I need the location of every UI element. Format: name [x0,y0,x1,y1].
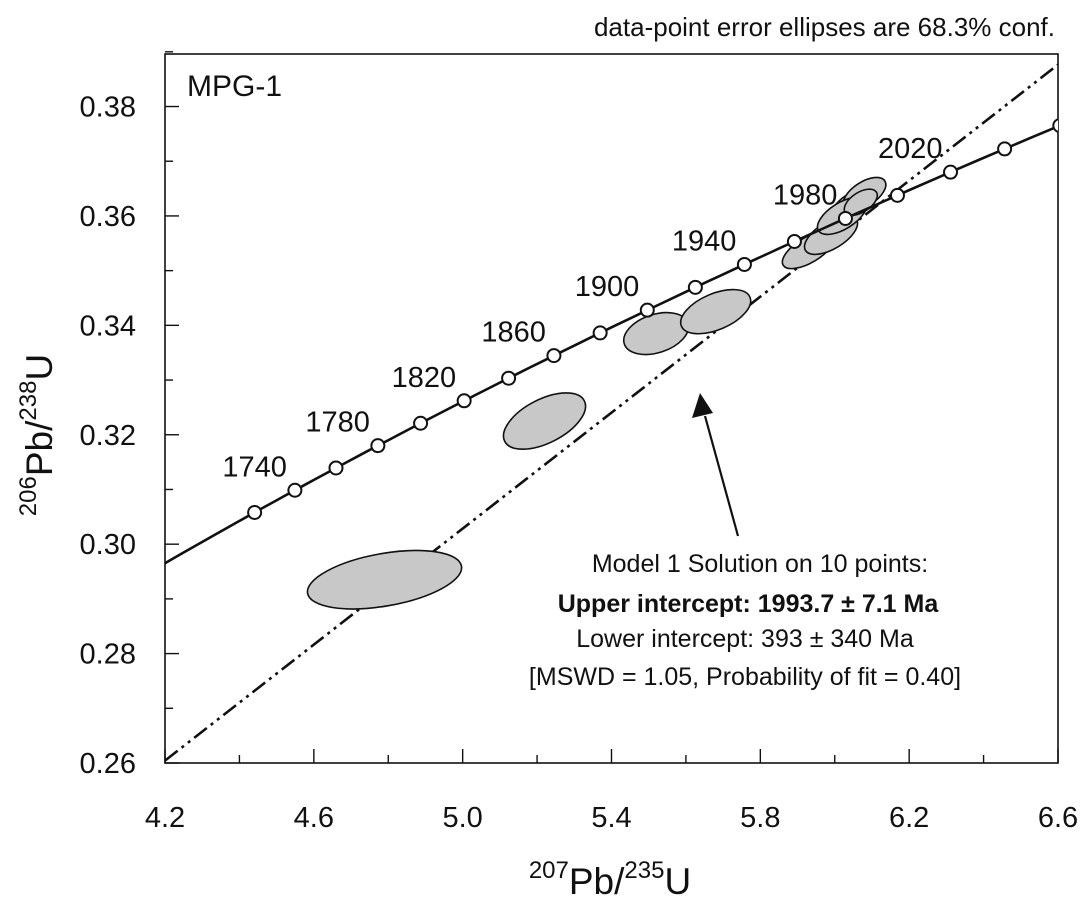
y-axis-title: 206Pb/238U [15,354,60,516]
result-mswd: [MSWD = 1.05, Probability of fit = 0.40] [529,663,961,691]
error-ellipse-2 [502,392,587,451]
concordia-age-marker-1920 [687,279,703,295]
error-ellipse-3 [622,311,690,356]
y-tick-label-0.34: 0.34 [80,310,136,342]
error-ellipse-1 [306,549,463,610]
x-tick-label-4.2: 4.2 [145,802,185,834]
concordia-age-label-1740: 1740 [222,451,287,483]
x-tick-label-5.0: 5.0 [443,802,483,834]
result-box: Model 1 Solution on 10 points: Upper int… [529,550,961,691]
x-axis-title: 207Pb/235U [529,857,691,902]
y-tick-label-0.26: 0.26 [80,748,136,780]
concordia-age-marker-1820 [456,393,472,409]
x-tick-label-6.2: 6.2 [889,802,929,834]
concordia-age-label-1820: 1820 [392,362,457,394]
concordia-age-marker-1940 [736,256,752,272]
concordia-curve [165,124,1058,565]
result-upper-intercept: Upper intercept: 1993.7 ± 7.1 Ma [558,590,940,618]
concordia-age-marker-1960 [786,233,802,249]
confidence-note: data-point error ellipses are 68.3% conf… [594,12,1055,42]
error-ellipse-4 [679,288,752,335]
concordia-age-marker-1800 [413,415,429,431]
concordia-age-marker-1760 [328,460,344,476]
x-tick-label-4.6: 4.6 [294,802,334,834]
concordia-age-label-1980: 1980 [773,179,838,211]
x-tick-label-5.8: 5.8 [740,802,780,834]
concordia-age-marker-2060 [1052,118,1058,133]
y-tick-label-0.28: 0.28 [80,639,136,671]
plot-area: 1740 1780 1820 1860 1900 1940 1980 2020 4.2 4.6 5.… [80,51,1078,834]
plot-clip-group [165,63,1058,762]
concordia-age-marker-1780 [370,438,386,454]
concordia-age-label-1940: 1940 [672,225,737,257]
concordia-age-marker-1840 [501,370,517,386]
concordia-age-marker-2000 [889,187,905,203]
x-tick-label-6.6: 6.6 [1038,802,1078,834]
discordia-line [165,63,1058,762]
concordia-age-label-1860: 1860 [481,317,546,349]
result-model-line: Model 1 Solution on 10 points: [592,550,928,578]
concordia-age-marker-1860 [546,348,562,364]
concordia-age-marker-1740 [287,482,303,498]
concordia-age-label-2020: 2020 [878,133,943,165]
x-tick-label-5.4: 5.4 [591,802,631,834]
concordia-age-marker-1720 [247,504,263,520]
concordia-age-marker-2040 [997,141,1013,157]
y-tick-label-0.38: 0.38 [80,92,136,124]
result-arrow-head [692,393,713,418]
result-lower-intercept: Lower intercept: 393 ± 340 Ma [576,625,914,653]
concordia-age-marker-2020 [943,164,959,180]
concordia-age-marker-1980 [837,210,853,226]
y-tick-label-0.36: 0.36 [80,201,136,233]
concordia-age-marker-1880 [592,325,608,341]
concordia-age-label-1780: 1780 [305,407,370,439]
concordia-age-label-1900: 1900 [575,271,640,303]
y-tick-label-0.30: 0.30 [80,529,136,561]
result-arrow-line [703,415,740,537]
concordia-age-marker-1900 [639,302,655,318]
sample-label: MPG-1 [187,70,282,103]
y-tick-label-0.32: 0.32 [80,420,136,452]
